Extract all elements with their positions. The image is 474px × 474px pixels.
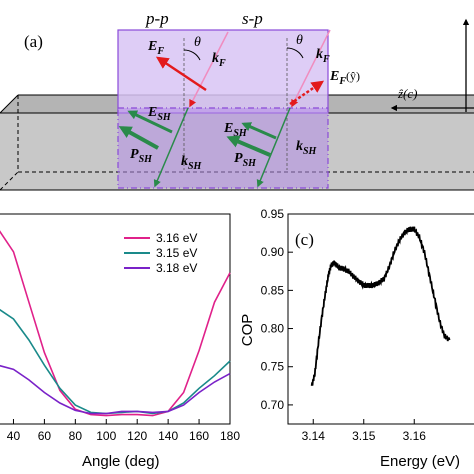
- panel-c-x-ticks: 3.14 3.15 3.16: [302, 419, 427, 443]
- panel-b-frame: [0, 213, 231, 425]
- legend-label-2: 3.18 eV: [156, 261, 197, 275]
- panel-c-xlabel: Energy (eV): [380, 453, 460, 470]
- x-tick-label: 3.15: [352, 429, 376, 443]
- esh-label-sp: ESH: [223, 121, 248, 139]
- panel-c: (c) 3.14 3.15 3.16 0.70 0.75 0.80 0.85 0.90 0.9…: [239, 207, 474, 470]
- x-tick-label: 180: [220, 429, 240, 443]
- kf-label-sp: kF: [316, 47, 330, 65]
- panel-c-ylabel: COP: [239, 314, 256, 347]
- esh-label-pp: ESH: [147, 105, 172, 123]
- panel-c-y-ticks: 0.70 0.75 0.80 0.85 0.90 0.95: [261, 207, 293, 412]
- legend-label-0: 3.16 eV: [156, 231, 197, 245]
- series-line-2: [0, 364, 231, 415]
- slab-hidden-slant: [0, 171, 19, 191]
- panel-b-xlabel: Angle (deg): [82, 453, 160, 470]
- theta-arc-sp: [286, 47, 304, 59]
- x-tick-label: 3.16: [403, 429, 427, 443]
- theta-arc-pp: [183, 49, 201, 61]
- panel-c-plot-area: [310, 226, 451, 386]
- psh-vector-sp: [226, 135, 271, 157]
- series-line-0: [0, 230, 231, 417]
- slab-slant-edge: [0, 94, 19, 114]
- panel-b-legend: 3.16 eV3.15 eV3.18 eV: [124, 231, 197, 275]
- panel-a-label: (a): [24, 32, 43, 51]
- title-pp: p-p: [145, 9, 169, 28]
- x-tick-label: 40: [7, 429, 21, 443]
- panel-c-frame: [287, 213, 474, 425]
- ef-label-pp: EF: [147, 39, 164, 57]
- x-tick-label: 140: [158, 429, 178, 443]
- esh-vector-sp: [241, 122, 277, 140]
- sh-beam-sp: [256, 107, 291, 188]
- psh-vector-pp: [118, 126, 159, 150]
- psh-label-sp: PSH: [234, 151, 257, 169]
- y-tick-label: 0.85: [261, 283, 285, 297]
- x-tick-label: 160: [189, 429, 209, 443]
- panel-b-plot-area: [0, 230, 231, 417]
- y-tick-label: 0.70: [261, 398, 285, 412]
- incident-beam-pp: [189, 31, 229, 108]
- y-tick-label: 0.95: [261, 207, 285, 221]
- x-tick-label: 100: [96, 429, 116, 443]
- panel-b-x-ticks: 40 60 80 100 120 140 160 180: [7, 419, 240, 443]
- kf-label-pp: kF: [212, 51, 226, 69]
- panel-b: 40 60 80 100 120 140 160 180 Angle (deg) 3.16 e…: [0, 213, 240, 470]
- theta-label-pp: θ: [194, 35, 201, 50]
- panel-a: (a) p-p s-p θ θ EF kF kF EF(ŷ) ESH PSH k…: [0, 9, 474, 191]
- ef-vector-pp: [155, 56, 207, 92]
- y-tick-label: 0.80: [261, 322, 285, 336]
- ksh-label-pp: kSH: [181, 154, 203, 172]
- y-tick-label: 0.90: [261, 245, 285, 259]
- theta-label-sp: θ: [296, 33, 303, 48]
- x-tick-label: 120: [127, 429, 147, 443]
- legend-label-1: 3.15 eV: [156, 246, 197, 260]
- panel-c-label: (c): [295, 230, 314, 249]
- ef-vector-sp: [289, 80, 325, 106]
- psh-label-pp: PSH: [130, 147, 153, 165]
- y-tick-label: 0.75: [261, 360, 285, 374]
- x-tick-label: 60: [38, 429, 52, 443]
- cop-line: [310, 226, 451, 386]
- esh-vector-pp: [127, 110, 173, 134]
- sh-beam-pp: [153, 107, 189, 188]
- ksh-label-sp: kSH: [296, 139, 318, 157]
- x-tick-label: 80: [69, 429, 83, 443]
- title-sp: s-p: [242, 9, 263, 28]
- x-tick-label: 3.14: [302, 429, 326, 443]
- incident-beam-sp: [291, 29, 331, 108]
- ef-y-label-sp: EF(ŷ): [329, 69, 360, 87]
- zc-axis-label: ẑ(c): [397, 86, 418, 101]
